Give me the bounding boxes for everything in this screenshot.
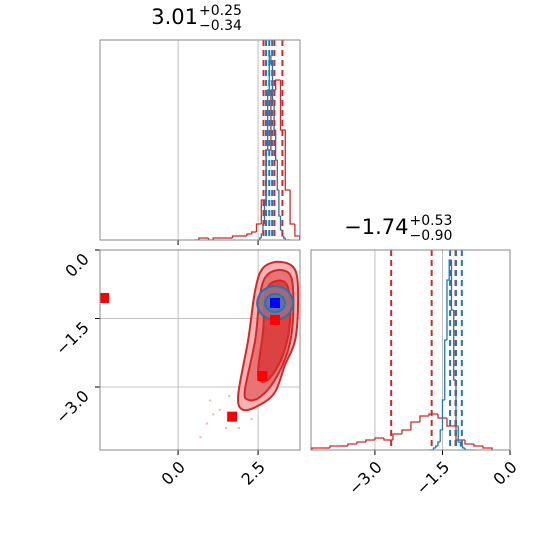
histogram-step (464, 448, 468, 450)
sample-point (237, 426, 241, 430)
histogram-step (482, 446, 493, 450)
histogram-step (450, 260, 454, 311)
marker (227, 411, 238, 422)
histogram-step (279, 80, 286, 131)
histogram-step (401, 429, 411, 434)
axes-frame (99, 249, 301, 451)
y-tick-label: 0.0 (61, 249, 92, 280)
histogram-step (231, 235, 238, 238)
sample-point (224, 426, 228, 430)
x-tick-label: 0.0 (157, 457, 188, 488)
histogram-step (284, 238, 287, 240)
histogram-step (311, 447, 321, 450)
panel (99, 39, 301, 245)
histogram-step (198, 237, 204, 240)
histogram-step (251, 231, 257, 234)
histogram-step (207, 238, 214, 240)
marker (100, 292, 110, 303)
title-value: −1.74 (344, 215, 408, 239)
histogram-step (441, 399, 445, 430)
histogram-step (473, 444, 483, 447)
histogram-step (410, 421, 420, 430)
y-tick-label: −1.5 (52, 318, 93, 359)
sample-point (205, 422, 209, 425)
x-tick-label: −1.5 (412, 457, 453, 498)
histogram-step (428, 413, 438, 416)
histogram-step (462, 446, 465, 449)
plot-area (194, 40, 300, 240)
y-tick-label: −3.0 (52, 386, 93, 427)
sample-point (218, 408, 221, 412)
histogram-step (275, 79, 281, 90)
sample-point (208, 399, 212, 402)
histogram-step (374, 437, 384, 440)
title-lower: −0.90 (410, 228, 453, 244)
marker (257, 371, 268, 382)
marker (270, 297, 281, 308)
title-upper: +0.53 (410, 213, 453, 229)
histogram-step (347, 443, 357, 446)
axes-frame (310, 249, 511, 451)
histogram-step (435, 445, 438, 448)
sample-point (228, 394, 231, 398)
x-tick-label: 0.0 (489, 457, 520, 488)
histogram-step (283, 236, 286, 239)
histogram-step (455, 426, 465, 441)
histogram-step (246, 233, 252, 236)
histogram-step (419, 415, 429, 422)
histogram-step (275, 130, 278, 161)
axes-frame (99, 39, 301, 241)
histogram-step (446, 418, 456, 427)
title-lower: −0.34 (199, 18, 242, 34)
x-tick-label: −3.0 (345, 457, 386, 498)
histogram-step (284, 130, 291, 191)
title-upper: +0.25 (199, 3, 242, 19)
panel: −3.0 −1.5 0.0 (310, 249, 521, 498)
plot-area (100, 260, 300, 439)
histogram-step (444, 339, 447, 400)
histogram-step (437, 414, 447, 419)
title-value: 3.01 (151, 5, 198, 29)
panel: 0.0 2.5 0.0 −1.5 −3.0 (52, 249, 301, 489)
histogram-step (294, 224, 300, 240)
histogram-step (383, 438, 393, 441)
histogram-step (255, 223, 262, 232)
histogram-step (437, 441, 441, 446)
sample-point (250, 417, 253, 421)
histogram-step (276, 160, 279, 191)
histogram-step (432, 447, 436, 450)
sample-point (199, 436, 202, 439)
histogram-step (457, 426, 461, 443)
histogram-step (392, 433, 402, 440)
histogram-step (464, 440, 474, 445)
plot-area (311, 250, 493, 450)
histogram-step (446, 279, 450, 340)
marker (270, 314, 281, 325)
histogram-step (212, 237, 219, 240)
histogram-step (329, 445, 339, 448)
histogram-step (439, 429, 443, 442)
histogram-step (278, 190, 281, 217)
histogram-step (365, 439, 375, 442)
histogram-step (356, 441, 366, 444)
sample-point (212, 413, 215, 416)
histogram-step (289, 190, 295, 225)
x-tick-label: 2.5 (237, 457, 268, 488)
